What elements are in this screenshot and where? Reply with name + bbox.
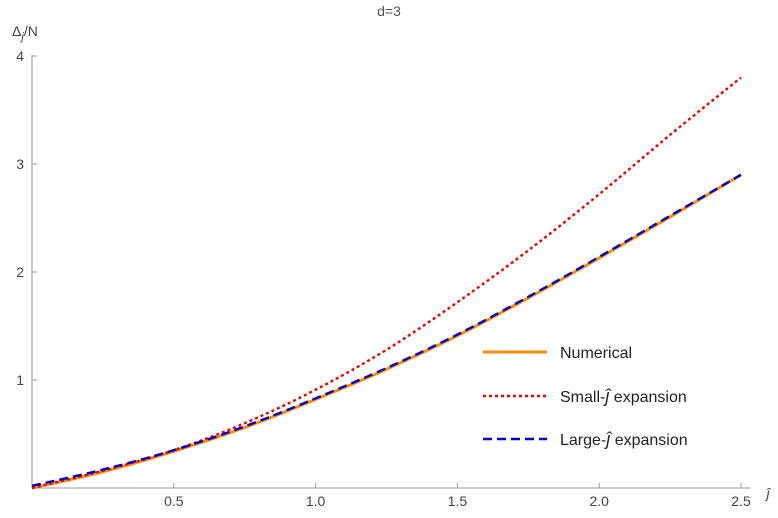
y-axis-label: Δj/N bbox=[12, 23, 38, 43]
y-tick-label: 4 bbox=[16, 48, 24, 64]
y-tick-label: 3 bbox=[16, 156, 24, 172]
curves bbox=[31, 76, 742, 490]
legend-suffix-large: expansion bbox=[610, 432, 687, 449]
x-tick-label: 0.5 bbox=[164, 493, 184, 509]
legend-suffix-small: expansion bbox=[609, 389, 686, 406]
legend-label-large: Large-ĵ expansion bbox=[560, 429, 688, 449]
y-tick-label: 1 bbox=[16, 372, 24, 388]
x-tick-label: 2.0 bbox=[589, 493, 609, 509]
legend-label-numerical: Numerical bbox=[560, 345, 632, 362]
chart-title: d=3 bbox=[377, 3, 401, 19]
legend-prefix-small: Small- bbox=[560, 389, 605, 406]
legend-hat-small: ĵ bbox=[602, 386, 611, 406]
series-line-large-j-expansion bbox=[31, 173, 742, 487]
legend-prefix-large: Large- bbox=[560, 432, 606, 449]
y-axis-label-suffix: /N bbox=[24, 23, 38, 39]
y-tick-label: 2 bbox=[16, 264, 24, 280]
series-line-small-j-expansion bbox=[31, 76, 742, 490]
y-axis-label-sub: j bbox=[19, 31, 24, 43]
legend-label-small: Small-ĵ expansion bbox=[560, 386, 687, 406]
x-tick-label: 1.0 bbox=[306, 493, 326, 509]
ticks: 0.5 1.0 1.5 2.0 2.5 1 2 3 4 bbox=[16, 48, 751, 509]
x-axis-label: ĵ bbox=[764, 485, 771, 501]
x-tick-label: 2.5 bbox=[731, 493, 751, 509]
x-tick-label: 1.5 bbox=[448, 493, 468, 509]
legend: Numerical Small-ĵ expansion Large-ĵ expa… bbox=[483, 345, 688, 449]
y-axis-label-main: Δ bbox=[12, 23, 21, 39]
legend-hat-large: ĵ bbox=[603, 429, 612, 449]
legend-prefix-numerical: Numerical bbox=[560, 345, 632, 362]
